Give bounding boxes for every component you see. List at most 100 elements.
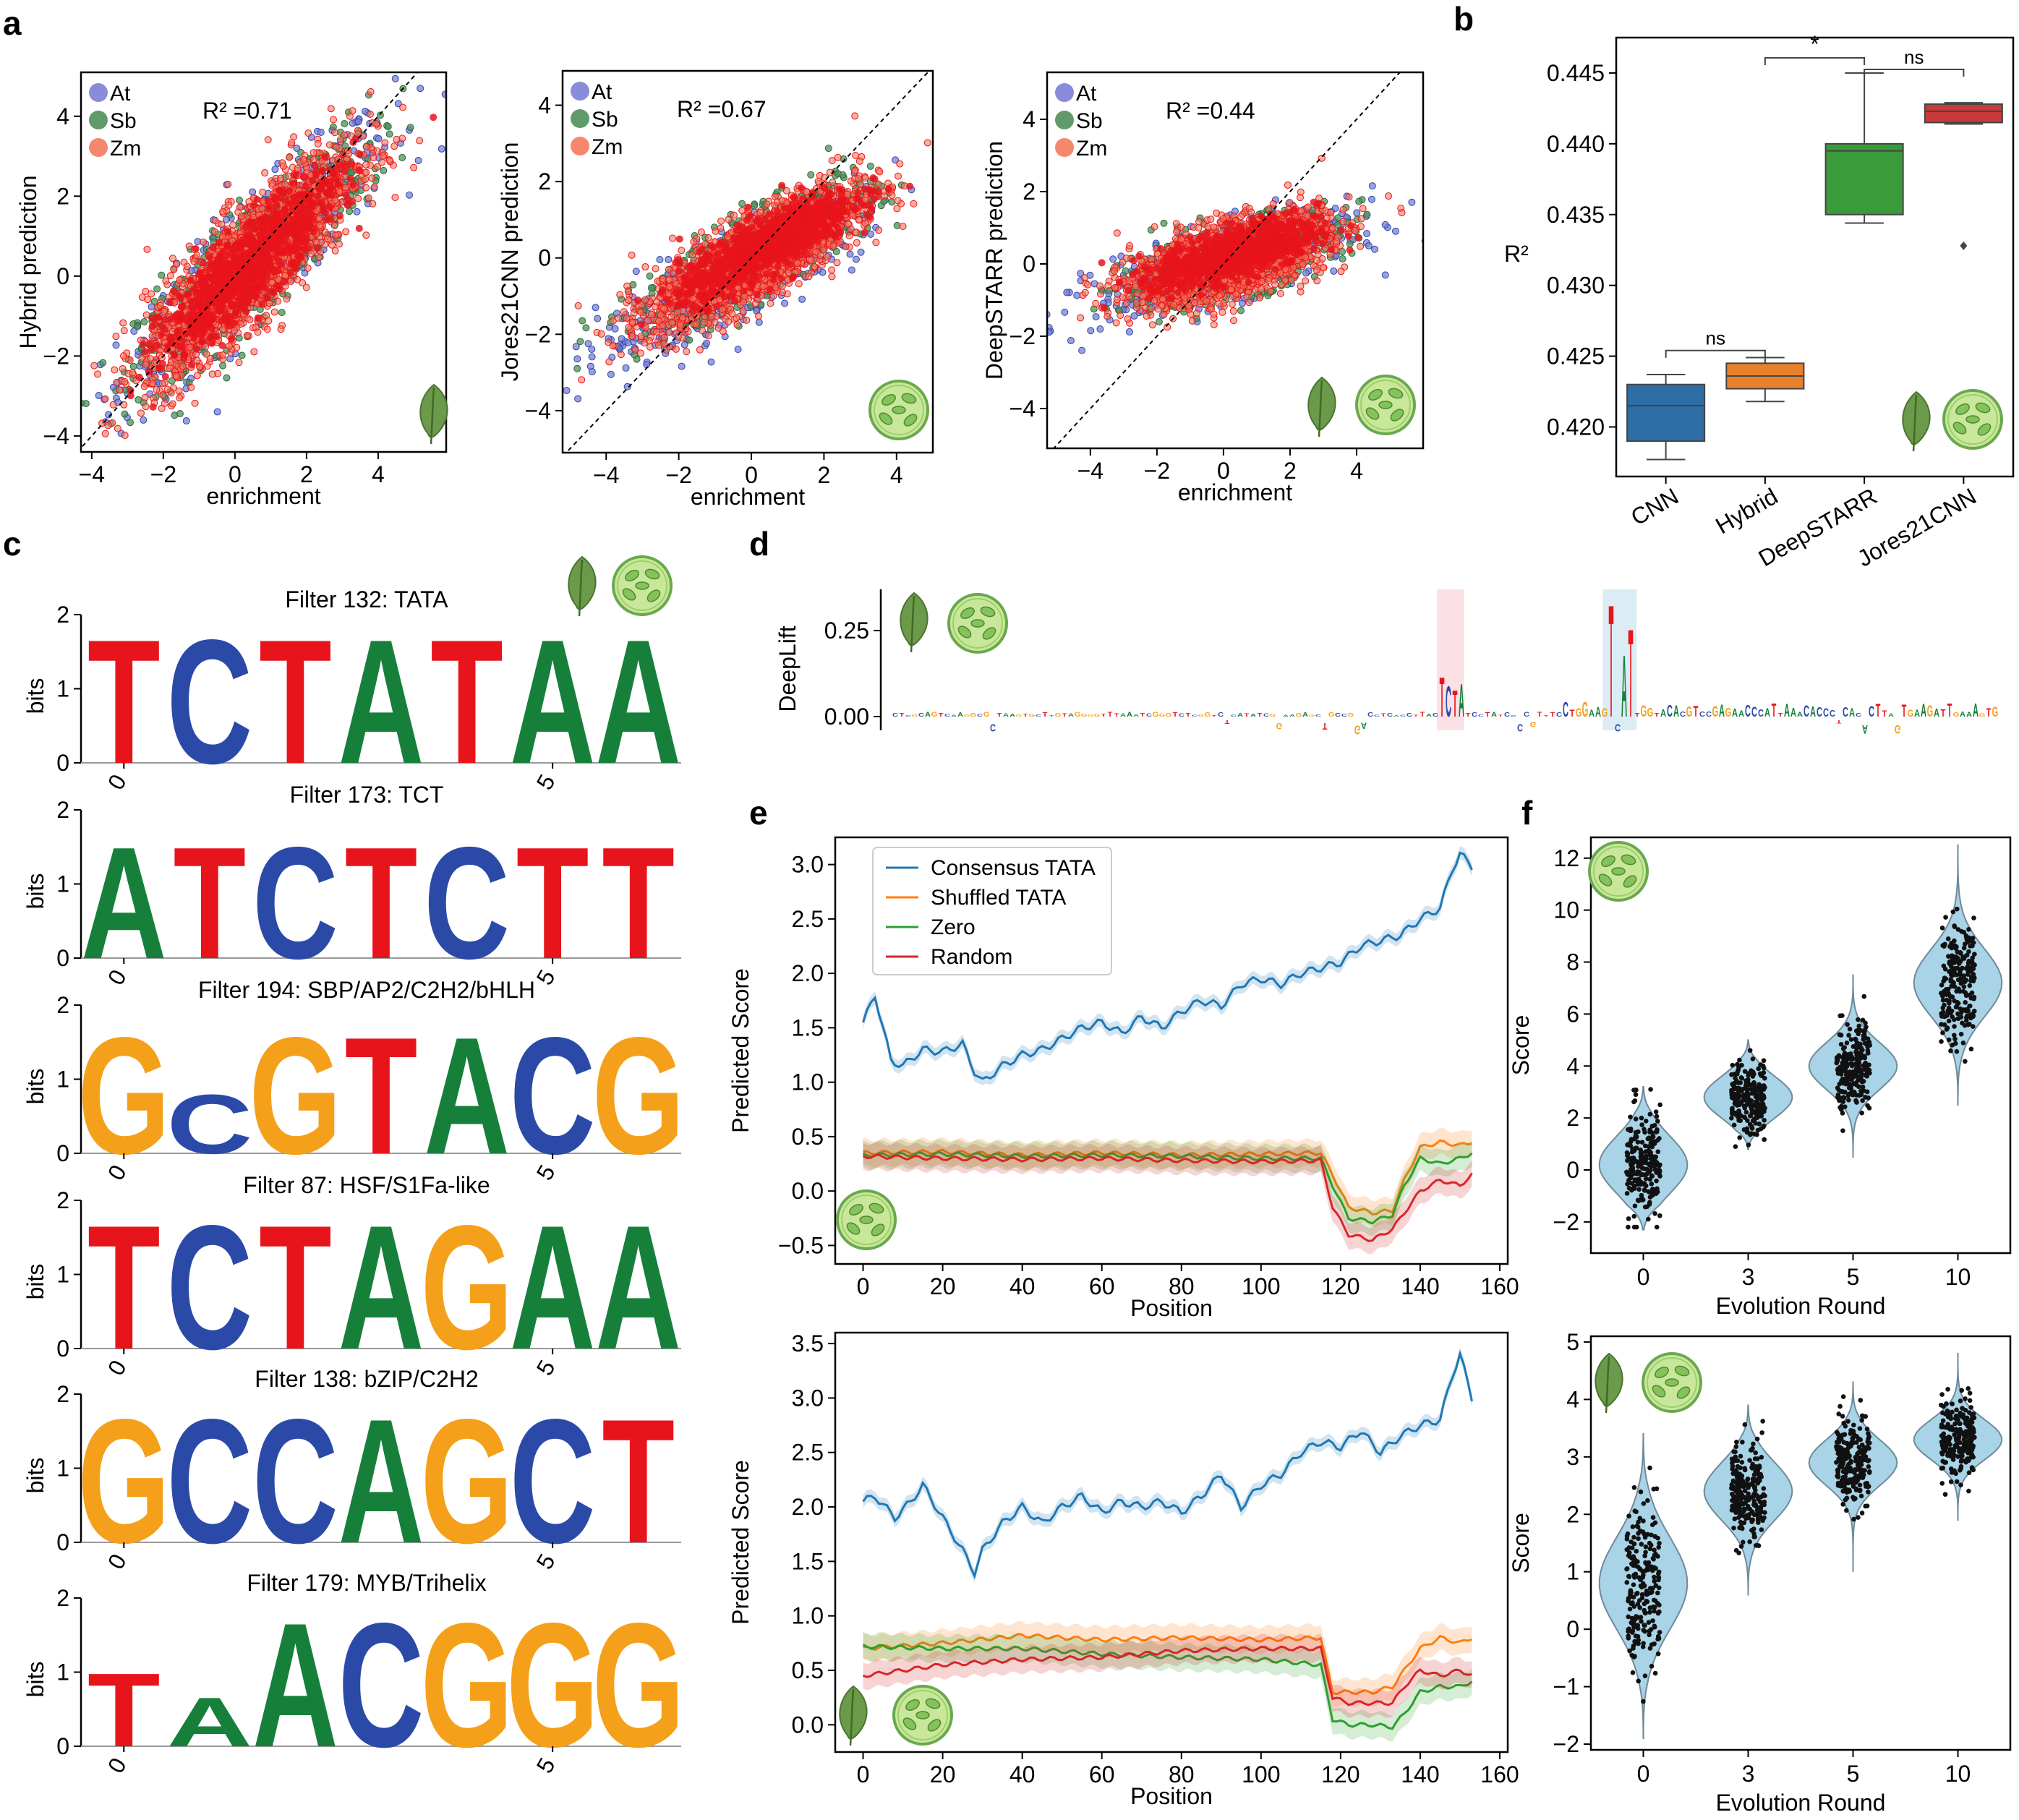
- data-point: [277, 237, 285, 245]
- data-point: [204, 273, 212, 281]
- data-point: [286, 268, 294, 276]
- data-point: [219, 208, 227, 215]
- data-point: [331, 247, 339, 255]
- data-point: [300, 245, 308, 253]
- data-point: [798, 295, 806, 303]
- data-point: [607, 370, 615, 378]
- data-point: [356, 150, 364, 158]
- data-point: [156, 302, 164, 309]
- data-point: [300, 238, 308, 246]
- data-point: [328, 241, 336, 249]
- data-point: [228, 302, 236, 310]
- data-point: [563, 387, 571, 395]
- data-point: [255, 283, 263, 291]
- data-point: [299, 156, 307, 164]
- data-point: [271, 166, 279, 174]
- data-point: [340, 167, 348, 175]
- data-point: [176, 394, 184, 402]
- x-tick-label: −2: [150, 461, 176, 487]
- data-point: [121, 377, 129, 385]
- data-point: [362, 161, 370, 168]
- data-point: [239, 236, 247, 244]
- data-point: [183, 291, 191, 299]
- data-point: [208, 339, 216, 347]
- data-point: [172, 312, 180, 320]
- data-point: [168, 255, 176, 262]
- data-point: [294, 275, 302, 283]
- x-tick-label: 4: [372, 461, 385, 487]
- data-point: [353, 208, 361, 215]
- data-point: [161, 325, 168, 333]
- data-point: [364, 194, 372, 202]
- data-point: [254, 314, 262, 322]
- data-point: [592, 304, 599, 312]
- data-point: [168, 334, 176, 342]
- data-point: [369, 200, 377, 208]
- data-point: [315, 215, 323, 223]
- data-point: [226, 342, 234, 350]
- data-point: [582, 324, 590, 332]
- data-point: [262, 312, 270, 320]
- data-point: [304, 224, 312, 232]
- data-point: [158, 380, 166, 388]
- data-point: [235, 196, 243, 204]
- data-point: [192, 345, 200, 353]
- data-point: [334, 181, 342, 189]
- data-point: [168, 400, 176, 408]
- data-point: [161, 307, 168, 315]
- data-point: [223, 242, 231, 249]
- data-point: [119, 352, 127, 360]
- data-point: [310, 216, 317, 224]
- data-point: [292, 236, 300, 244]
- data-point: [310, 161, 318, 169]
- data-point: [121, 432, 129, 440]
- data-point: [211, 267, 219, 275]
- data-point: [219, 351, 227, 359]
- data-point: [121, 410, 129, 418]
- data-point: [362, 168, 370, 176]
- data-point: [210, 228, 218, 236]
- data-point: [225, 201, 233, 209]
- data-point: [308, 176, 316, 184]
- data-point: [193, 356, 201, 364]
- x-tick-label: −4: [79, 461, 105, 487]
- data-point: [254, 328, 262, 336]
- data-point: [129, 369, 137, 377]
- data-point: [848, 266, 855, 274]
- data-point: [258, 300, 266, 308]
- data-point: [317, 128, 325, 136]
- data-point: [153, 386, 161, 394]
- data-point: [242, 307, 249, 315]
- data-point: [156, 364, 164, 372]
- data-point: [326, 215, 334, 223]
- data-point: [632, 268, 640, 275]
- data-point: [247, 218, 255, 226]
- data-point: [574, 395, 582, 403]
- data-point: [330, 221, 338, 229]
- data-point: [259, 188, 267, 196]
- data-point: [213, 408, 221, 416]
- data-point: [224, 228, 232, 236]
- data-point: [247, 226, 255, 234]
- data-point: [180, 258, 188, 266]
- data-point: [468, 35, 474, 42]
- data-point: [140, 383, 148, 390]
- data-point: [285, 187, 293, 195]
- data-point: [112, 333, 120, 341]
- data-point: [332, 174, 340, 182]
- data-point: [180, 351, 188, 359]
- data-point: [151, 320, 159, 328]
- panel-label-a: a: [3, 4, 22, 42]
- data-point: [200, 288, 208, 296]
- data-point: [336, 136, 344, 144]
- data-point: [349, 181, 357, 189]
- data-point: [310, 155, 318, 163]
- data-point: [222, 215, 230, 223]
- data-point: [127, 419, 135, 427]
- y-tick-label: 4: [56, 103, 69, 129]
- data-point: [218, 221, 226, 228]
- data-point: [347, 174, 355, 182]
- data-point: [378, 158, 386, 166]
- data-point: [399, 103, 407, 111]
